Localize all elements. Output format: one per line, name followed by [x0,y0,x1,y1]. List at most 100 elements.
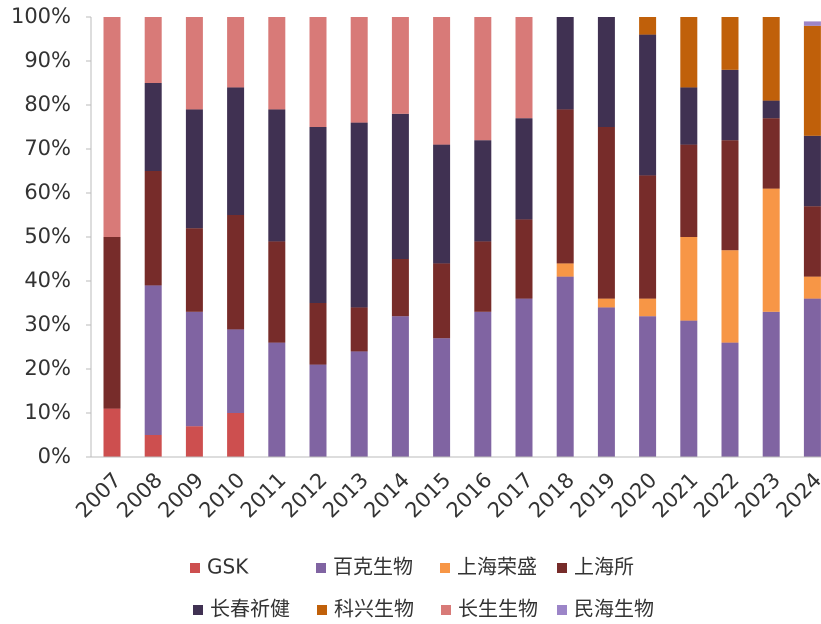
y-tick-label: 10% [24,400,71,424]
bar-segment [680,320,698,457]
x-tick-label: 2008 [112,468,167,523]
bar-segment [391,17,409,114]
bar-segment [597,17,615,127]
bar-segment [803,276,821,299]
bar-segment [639,175,657,299]
bar-segment [309,127,327,303]
bar-segment [309,17,327,127]
bar-segment [803,25,821,136]
bar-segment [803,206,821,277]
bar-segment [144,285,162,435]
bar-segment [433,263,451,339]
bar-segment [227,413,245,457]
bar-segment [474,241,492,312]
x-tick-label: 2018 [524,468,579,523]
bar-segment [433,338,451,457]
bar-segment [103,17,121,237]
bar-segment [721,250,739,343]
x-tick-label: 2010 [195,468,250,523]
bar-segment [639,34,657,176]
bar-segment [103,237,121,409]
bar-segment [597,307,615,457]
legend-label: 上海荣盛 [457,555,537,579]
legend-label: 长春祈健 [210,597,290,621]
x-tick-label: 2015 [401,468,456,523]
x-tick-label: 2021 [648,468,703,523]
bar-segment [185,311,203,427]
legend-label: 科兴生物 [334,597,414,621]
bar-segment [433,17,451,145]
bar-segment [556,276,574,457]
bar-segment [762,311,780,457]
bar-segment [227,329,245,413]
bar-segment [597,127,615,299]
y-tick-label: 80% [24,92,71,116]
bar-segment [597,298,615,308]
y-tick-label: 60% [24,180,71,204]
bar-segment [350,351,368,457]
bar-segment [803,21,821,26]
bar-segment [556,263,574,277]
bar-segment [350,307,368,352]
bar-segment [556,17,574,110]
legend-swatch [190,563,200,573]
y-tick-label: 50% [24,224,71,248]
bar-segment [680,237,698,321]
bar-segment [680,17,698,88]
bar-segment [268,241,286,343]
x-tick-label: 2024 [771,468,821,523]
bar-segment [268,17,286,110]
bar-segment [227,87,245,215]
bar-segment [474,140,492,242]
bar-segment [227,17,245,88]
bar-segment [391,259,409,317]
bar-segment [803,298,821,457]
x-tick-label: 2007 [71,468,126,523]
legend-label: 长生生物 [458,597,538,621]
x-tick-label: 2013 [318,468,373,523]
x-tick-label: 2022 [689,468,744,523]
x-tick-label: 2019 [565,468,620,523]
bar-segment [391,316,409,457]
bar-segment [515,298,533,457]
legend-label: 上海所 [574,555,634,579]
bar-segment [556,109,574,264]
y-tick-label: 40% [24,268,71,292]
legend-label: GSK [207,555,249,579]
y-tick-label: 30% [24,312,71,336]
legend-label: 百克生物 [333,555,413,579]
legend-swatch [193,605,203,615]
bar-segment [268,342,286,457]
bar-segment [721,140,739,251]
bar-segment [185,109,203,229]
legend-swatch [316,563,326,573]
x-tick-label: 2023 [730,468,785,523]
legend-swatch [557,605,567,615]
y-tick-label: 20% [24,356,71,380]
bar-segment [515,118,533,220]
x-tick-label: 2009 [153,468,208,523]
bar-segment [803,135,821,207]
bar-segment [762,188,780,312]
y-tick-label: 70% [24,136,71,160]
x-tick-label: 2020 [607,468,662,523]
y-tick-label: 100% [11,4,71,28]
legend-swatch [557,563,567,573]
bar-segment [185,426,203,457]
bar-segment [515,219,533,299]
bar-segment [350,122,368,308]
legend-swatch [440,563,450,573]
bar-segment [144,171,162,286]
bar-segment [309,303,327,365]
bar-segment [227,215,245,330]
bar-segment [185,228,203,312]
bar-segment [639,298,657,317]
bar-segment [268,109,286,242]
x-tick-label: 2014 [359,468,414,523]
bar-segment [144,83,162,171]
bar-segment [350,17,368,123]
legend-swatch [441,605,451,615]
bar-segment [474,311,492,457]
bar-segment [433,144,451,264]
